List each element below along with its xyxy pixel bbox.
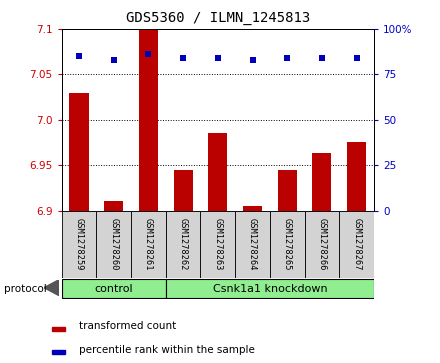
Bar — [278, 170, 297, 211]
Text: transformed count: transformed count — [79, 321, 176, 331]
Text: GSM1278264: GSM1278264 — [248, 218, 257, 270]
FancyBboxPatch shape — [270, 211, 304, 278]
FancyBboxPatch shape — [235, 211, 270, 278]
Bar — [70, 93, 88, 211]
Point — [75, 53, 82, 59]
Text: GSM1278266: GSM1278266 — [317, 218, 326, 270]
Bar — [52, 327, 65, 331]
Point — [110, 57, 117, 63]
FancyBboxPatch shape — [304, 211, 339, 278]
Text: control: control — [94, 284, 133, 294]
FancyBboxPatch shape — [62, 279, 166, 298]
Text: GSM1278267: GSM1278267 — [352, 218, 361, 270]
Text: GSM1278265: GSM1278265 — [283, 218, 292, 270]
Text: GSM1278260: GSM1278260 — [109, 218, 118, 270]
Point — [319, 55, 326, 61]
Text: GSM1278259: GSM1278259 — [74, 218, 84, 270]
Bar — [104, 201, 123, 211]
Bar — [208, 133, 227, 211]
Bar — [139, 29, 158, 211]
FancyBboxPatch shape — [166, 279, 374, 298]
Point — [180, 55, 187, 61]
Point — [145, 52, 152, 57]
Polygon shape — [44, 280, 59, 296]
Bar — [173, 170, 193, 211]
Point — [353, 55, 360, 61]
FancyBboxPatch shape — [96, 211, 131, 278]
Point — [214, 55, 221, 61]
Text: protocol: protocol — [4, 284, 47, 294]
Bar — [243, 206, 262, 211]
Text: percentile rank within the sample: percentile rank within the sample — [79, 344, 255, 355]
FancyBboxPatch shape — [166, 211, 201, 278]
Text: GSM1278263: GSM1278263 — [213, 218, 222, 270]
FancyBboxPatch shape — [201, 211, 235, 278]
Point — [249, 57, 256, 63]
Title: GDS5360 / ILMN_1245813: GDS5360 / ILMN_1245813 — [126, 11, 310, 25]
Text: Csnk1a1 knockdown: Csnk1a1 knockdown — [213, 284, 327, 294]
Point — [284, 55, 291, 61]
FancyBboxPatch shape — [62, 211, 96, 278]
Bar — [52, 350, 65, 354]
Text: GSM1278262: GSM1278262 — [179, 218, 187, 270]
FancyBboxPatch shape — [131, 211, 166, 278]
Text: GSM1278261: GSM1278261 — [144, 218, 153, 270]
Bar — [347, 143, 366, 211]
Bar — [312, 153, 331, 211]
FancyBboxPatch shape — [339, 211, 374, 278]
